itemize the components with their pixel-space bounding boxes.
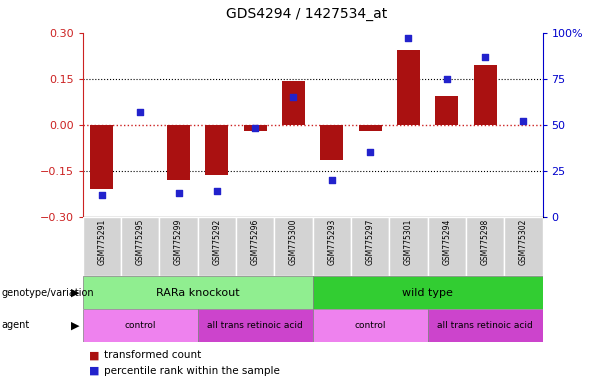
Text: GSM775298: GSM775298 <box>481 219 490 265</box>
Text: ▶: ▶ <box>71 320 80 331</box>
Point <box>442 76 452 82</box>
Text: transformed count: transformed count <box>104 350 202 360</box>
Text: ■: ■ <box>89 350 99 360</box>
Text: ▶: ▶ <box>71 288 80 298</box>
Point <box>327 177 337 183</box>
Bar <box>91 125 113 189</box>
Text: GSM775302: GSM775302 <box>519 219 528 265</box>
Bar <box>197 309 313 342</box>
Bar <box>313 309 428 342</box>
Bar <box>504 217 543 276</box>
Point <box>250 126 260 132</box>
Point <box>365 149 375 156</box>
Point <box>480 53 490 60</box>
Bar <box>83 217 121 276</box>
Bar <box>466 217 504 276</box>
Text: percentile rank within the sample: percentile rank within the sample <box>104 366 280 376</box>
Text: GSM775300: GSM775300 <box>289 219 298 265</box>
Bar <box>83 276 313 309</box>
Bar <box>473 65 497 125</box>
Bar <box>359 125 381 131</box>
Text: GSM775296: GSM775296 <box>251 219 260 265</box>
Text: GSM775291: GSM775291 <box>97 219 107 265</box>
Point <box>403 35 413 41</box>
Point <box>212 188 222 194</box>
Text: GSM775294: GSM775294 <box>442 219 451 265</box>
Point <box>519 118 528 124</box>
Bar <box>428 309 543 342</box>
Point <box>135 109 145 115</box>
Bar <box>428 217 466 276</box>
Text: RARa knockout: RARa knockout <box>156 288 240 298</box>
Bar <box>321 125 343 160</box>
Text: wild type: wild type <box>402 288 453 298</box>
Point <box>97 192 107 198</box>
Bar <box>275 217 313 276</box>
Point <box>173 190 183 196</box>
Text: all trans retinoic acid: all trans retinoic acid <box>207 321 303 330</box>
Text: GSM775297: GSM775297 <box>365 219 375 265</box>
Bar <box>83 309 197 342</box>
Point <box>289 94 299 100</box>
Text: agent: agent <box>1 320 29 331</box>
Bar <box>244 125 267 131</box>
Text: GSM775292: GSM775292 <box>212 219 221 265</box>
Bar <box>121 217 159 276</box>
Bar <box>236 217 275 276</box>
Bar <box>435 96 458 125</box>
Bar <box>313 276 543 309</box>
Text: GSM775293: GSM775293 <box>327 219 337 265</box>
Text: ■: ■ <box>89 366 99 376</box>
Text: control: control <box>124 321 156 330</box>
Bar <box>389 217 428 276</box>
Text: GDS4294 / 1427534_at: GDS4294 / 1427534_at <box>226 7 387 21</box>
Text: GSM775295: GSM775295 <box>135 219 145 265</box>
Text: GSM775301: GSM775301 <box>404 219 413 265</box>
Text: all trans retinoic acid: all trans retinoic acid <box>437 321 533 330</box>
Bar <box>351 217 389 276</box>
Text: control: control <box>354 321 386 330</box>
Bar <box>313 217 351 276</box>
Text: GSM775299: GSM775299 <box>174 219 183 265</box>
Bar <box>197 217 236 276</box>
Text: genotype/variation: genotype/variation <box>1 288 94 298</box>
Bar <box>397 50 420 125</box>
Bar <box>167 125 190 180</box>
Bar <box>205 125 229 175</box>
Bar <box>282 81 305 125</box>
Bar <box>159 217 197 276</box>
